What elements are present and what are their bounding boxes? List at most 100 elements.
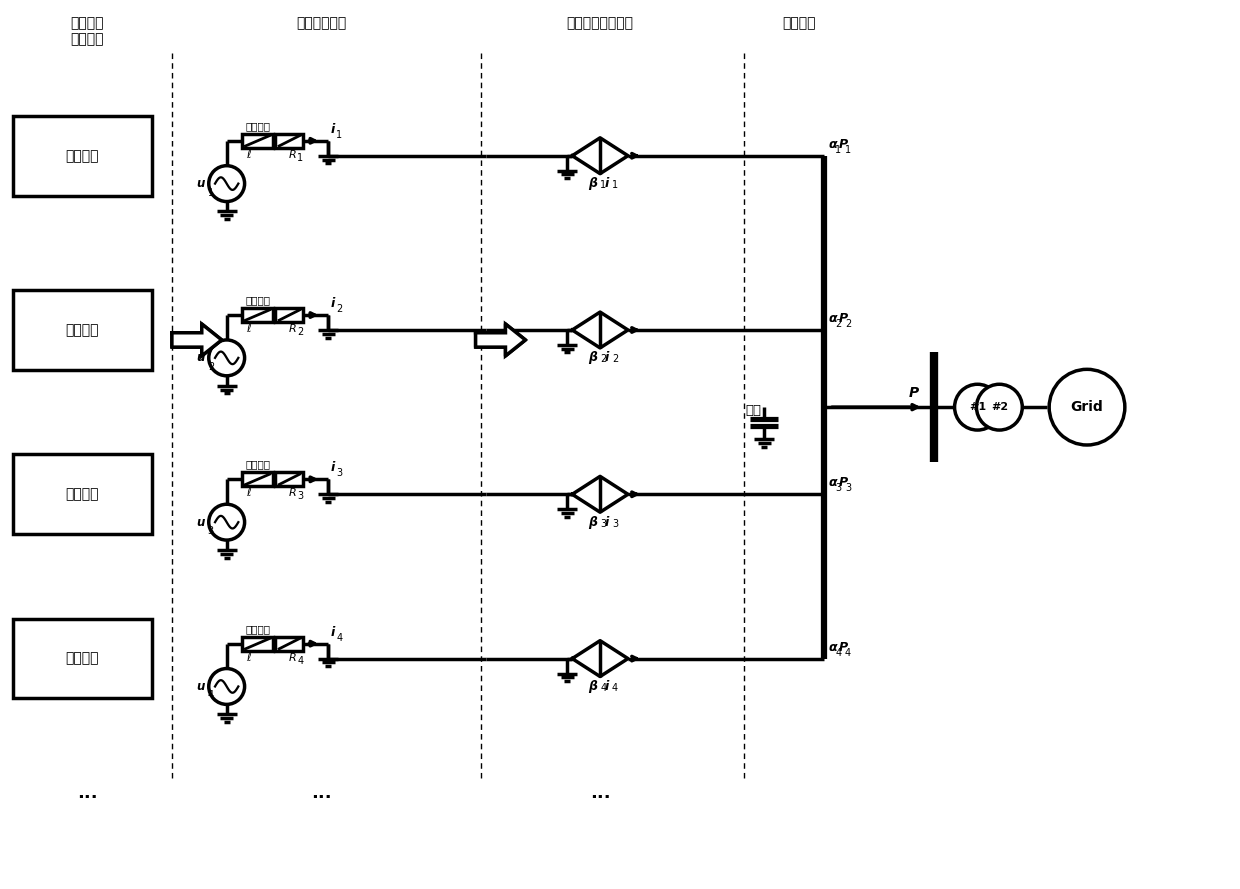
Text: 2: 2: [298, 327, 304, 337]
Text: ℓ: ℓ: [247, 653, 250, 662]
Text: P: P: [909, 386, 919, 400]
Text: 3: 3: [208, 526, 213, 536]
Text: i: i: [605, 680, 609, 693]
Circle shape: [208, 340, 244, 376]
Bar: [242, 308, 274, 322]
Text: 耦合输出: 耦合输出: [782, 16, 816, 30]
Bar: [12, 454, 153, 534]
Text: α: α: [828, 312, 837, 325]
Text: 4: 4: [844, 647, 851, 658]
Text: 光伏发电: 光伏发电: [66, 323, 99, 337]
Text: 3: 3: [613, 518, 619, 529]
Text: 1: 1: [298, 153, 304, 163]
Text: i: i: [605, 516, 609, 529]
Text: Grid: Grid: [1070, 400, 1104, 414]
Text: ...: ...: [311, 784, 331, 802]
Text: i: i: [605, 351, 609, 364]
Text: ...: ...: [77, 784, 98, 802]
Text: β: β: [588, 516, 598, 529]
Text: 3: 3: [600, 518, 606, 529]
Bar: [275, 637, 304, 651]
Circle shape: [976, 384, 1022, 430]
Text: R: R: [289, 324, 296, 334]
Text: 风力发电: 风力发电: [66, 148, 99, 163]
Text: 2: 2: [835, 319, 841, 329]
Text: ℓ: ℓ: [247, 488, 250, 499]
Text: 水力发电: 水力发电: [66, 487, 99, 501]
Text: R: R: [289, 488, 296, 499]
Text: P: P: [839, 477, 848, 489]
Text: #2: #2: [991, 402, 1008, 412]
Text: 2: 2: [600, 355, 606, 364]
Text: ℓ: ℓ: [247, 324, 250, 334]
Text: i: i: [330, 297, 335, 310]
Text: 1: 1: [844, 145, 851, 155]
Text: u: u: [196, 680, 205, 693]
Text: 1: 1: [835, 145, 841, 155]
Text: 2: 2: [613, 355, 619, 364]
Bar: [242, 134, 274, 148]
Text: i: i: [330, 626, 335, 638]
Circle shape: [955, 384, 1001, 430]
Text: 1: 1: [600, 180, 606, 190]
Text: #1: #1: [968, 402, 986, 412]
Text: ℓ: ℓ: [247, 149, 250, 160]
Text: 3: 3: [844, 484, 851, 493]
Text: 3: 3: [336, 469, 342, 478]
Text: 统一发电模型: 统一发电模型: [296, 16, 346, 30]
Text: u: u: [196, 351, 205, 364]
Text: 燃气发电: 燃气发电: [66, 652, 99, 666]
Bar: [242, 472, 274, 486]
Bar: [12, 116, 153, 196]
Text: 4: 4: [298, 655, 304, 666]
Text: β: β: [588, 351, 598, 364]
Text: 1: 1: [613, 180, 619, 190]
Text: α: α: [828, 641, 837, 653]
Circle shape: [208, 669, 244, 704]
Text: R: R: [289, 149, 296, 160]
Bar: [275, 472, 304, 486]
Text: 3: 3: [298, 492, 304, 501]
Text: β: β: [588, 680, 598, 693]
Text: α: α: [828, 138, 837, 151]
Text: u: u: [196, 516, 205, 529]
Text: P: P: [839, 138, 848, 151]
Text: 4: 4: [208, 691, 213, 701]
Text: 风敏电阱: 风敏电阱: [246, 121, 270, 131]
Text: 2: 2: [336, 304, 342, 314]
Polygon shape: [476, 324, 526, 356]
Text: 2: 2: [844, 319, 852, 329]
Text: i: i: [330, 123, 335, 136]
Circle shape: [1049, 369, 1125, 445]
Circle shape: [208, 165, 244, 202]
Text: 储能: 储能: [745, 404, 761, 417]
Text: 发电场站统一模型: 发电场站统一模型: [567, 16, 634, 30]
Bar: [12, 290, 153, 370]
Circle shape: [208, 504, 244, 541]
Bar: [275, 308, 304, 322]
Text: 1: 1: [208, 188, 213, 197]
Bar: [12, 619, 153, 699]
Text: β: β: [588, 177, 598, 190]
Text: α: α: [828, 477, 837, 489]
Text: 3: 3: [835, 484, 841, 493]
Bar: [242, 637, 274, 651]
Text: P: P: [839, 641, 848, 653]
Bar: [275, 134, 304, 148]
Text: R: R: [289, 653, 296, 662]
Text: 气敏电阱: 气敏电阱: [246, 624, 270, 634]
Text: ...: ...: [590, 784, 610, 802]
Polygon shape: [172, 324, 222, 356]
Text: 4: 4: [835, 647, 841, 658]
Text: i: i: [605, 177, 609, 190]
Text: 光敏电阱: 光敏电阱: [246, 295, 270, 305]
Text: 异质能源
发电单元: 异质能源 发电单元: [71, 16, 104, 46]
Text: u: u: [196, 177, 205, 190]
Text: 4: 4: [600, 683, 606, 693]
Text: P: P: [839, 312, 848, 325]
Text: 2: 2: [208, 362, 215, 372]
Text: i: i: [330, 461, 335, 475]
Text: 水敏电阱: 水敏电阱: [246, 460, 270, 469]
Text: 4: 4: [336, 633, 342, 643]
Text: 4: 4: [613, 683, 619, 693]
